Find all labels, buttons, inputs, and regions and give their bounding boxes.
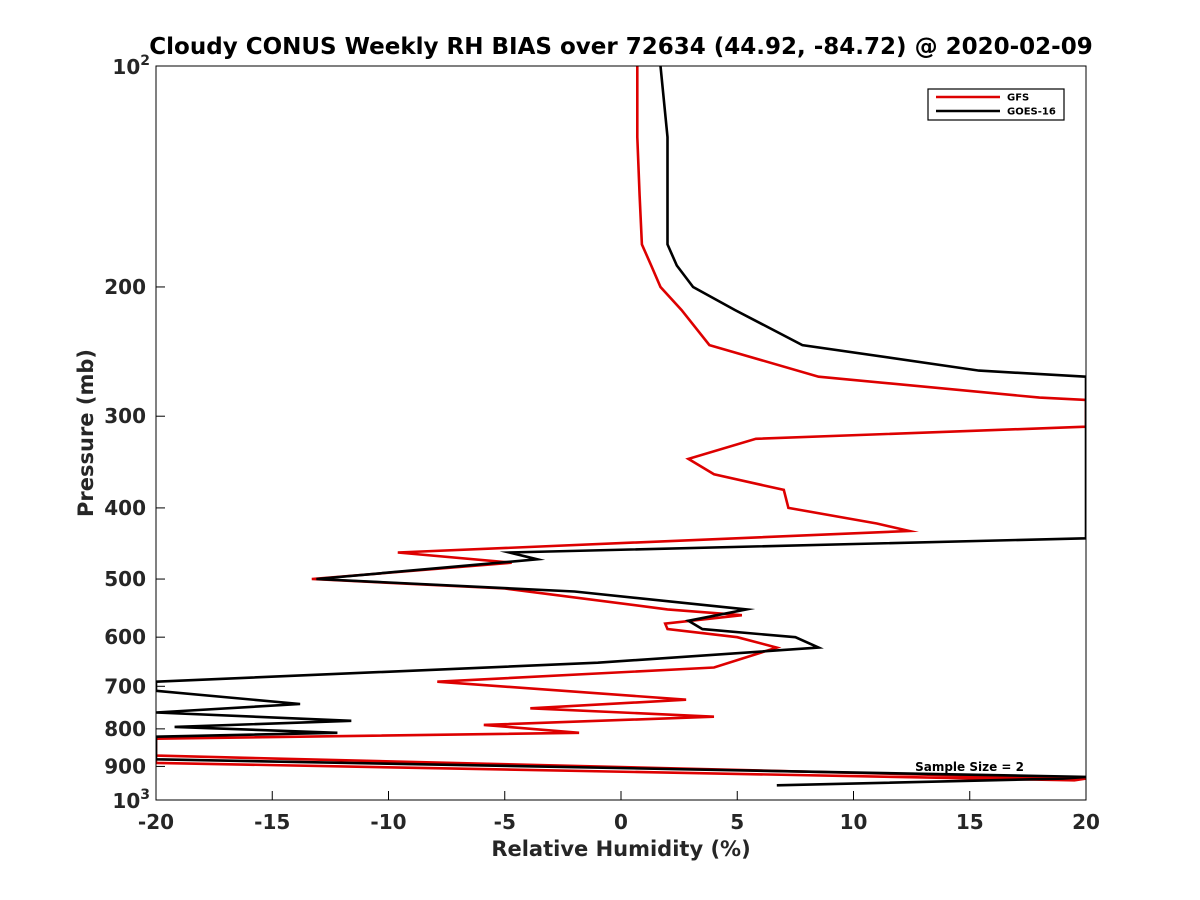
x-tick-label: 0 <box>614 810 628 834</box>
x-tick-label: 15 <box>956 810 984 834</box>
series-layer <box>156 66 1086 787</box>
y-tick-label: 700 <box>104 674 146 698</box>
y-tick-label: 800 <box>104 717 146 741</box>
y-tick-label: 900 <box>104 754 146 778</box>
x-tick-label: -10 <box>370 810 406 834</box>
y-tick-label: 300 <box>104 404 146 428</box>
y-tick-label: 102 <box>112 53 150 79</box>
series-line-gfs <box>156 66 1086 782</box>
legend: GFS GOES-16 <box>927 88 1065 121</box>
x-tick-label: -15 <box>254 810 290 834</box>
x-axis-ticks: -20 -15 -10 -5 0 5 10 15 20 <box>138 791 1100 834</box>
legend-label-gfs: GFS <box>1007 93 1029 104</box>
x-axis-label: Relative Humidity (%) <box>491 837 750 861</box>
y-tick-label: 500 <box>104 567 146 591</box>
legend-label-goes-16: GOES-16 <box>1007 107 1056 118</box>
legend-box <box>927 88 1065 121</box>
y-tick-label: 400 <box>104 496 146 520</box>
y-tick-label: 103 <box>112 787 150 813</box>
y-tick-label: 200 <box>104 275 146 299</box>
x-tick-label: 5 <box>730 810 744 834</box>
x-tick-label: -5 <box>494 810 516 834</box>
x-tick-label: 10 <box>840 810 868 834</box>
x-tick-label: -20 <box>138 810 174 834</box>
y-tick-label: 600 <box>104 625 146 649</box>
x-tick-label: 20 <box>1072 810 1100 834</box>
sample-size-annotation: Sample Size = 2 <box>915 760 1024 774</box>
chart-title: Cloudy CONUS Weekly RH BIAS over 72634 (… <box>149 34 1092 60</box>
y-axis-ticks: 102 200 300 400 500 600 700 800 900 103 <box>104 53 165 813</box>
series-line-goes-16 <box>156 66 1086 787</box>
y-axis-label: Pressure (mb) <box>74 349 98 517</box>
